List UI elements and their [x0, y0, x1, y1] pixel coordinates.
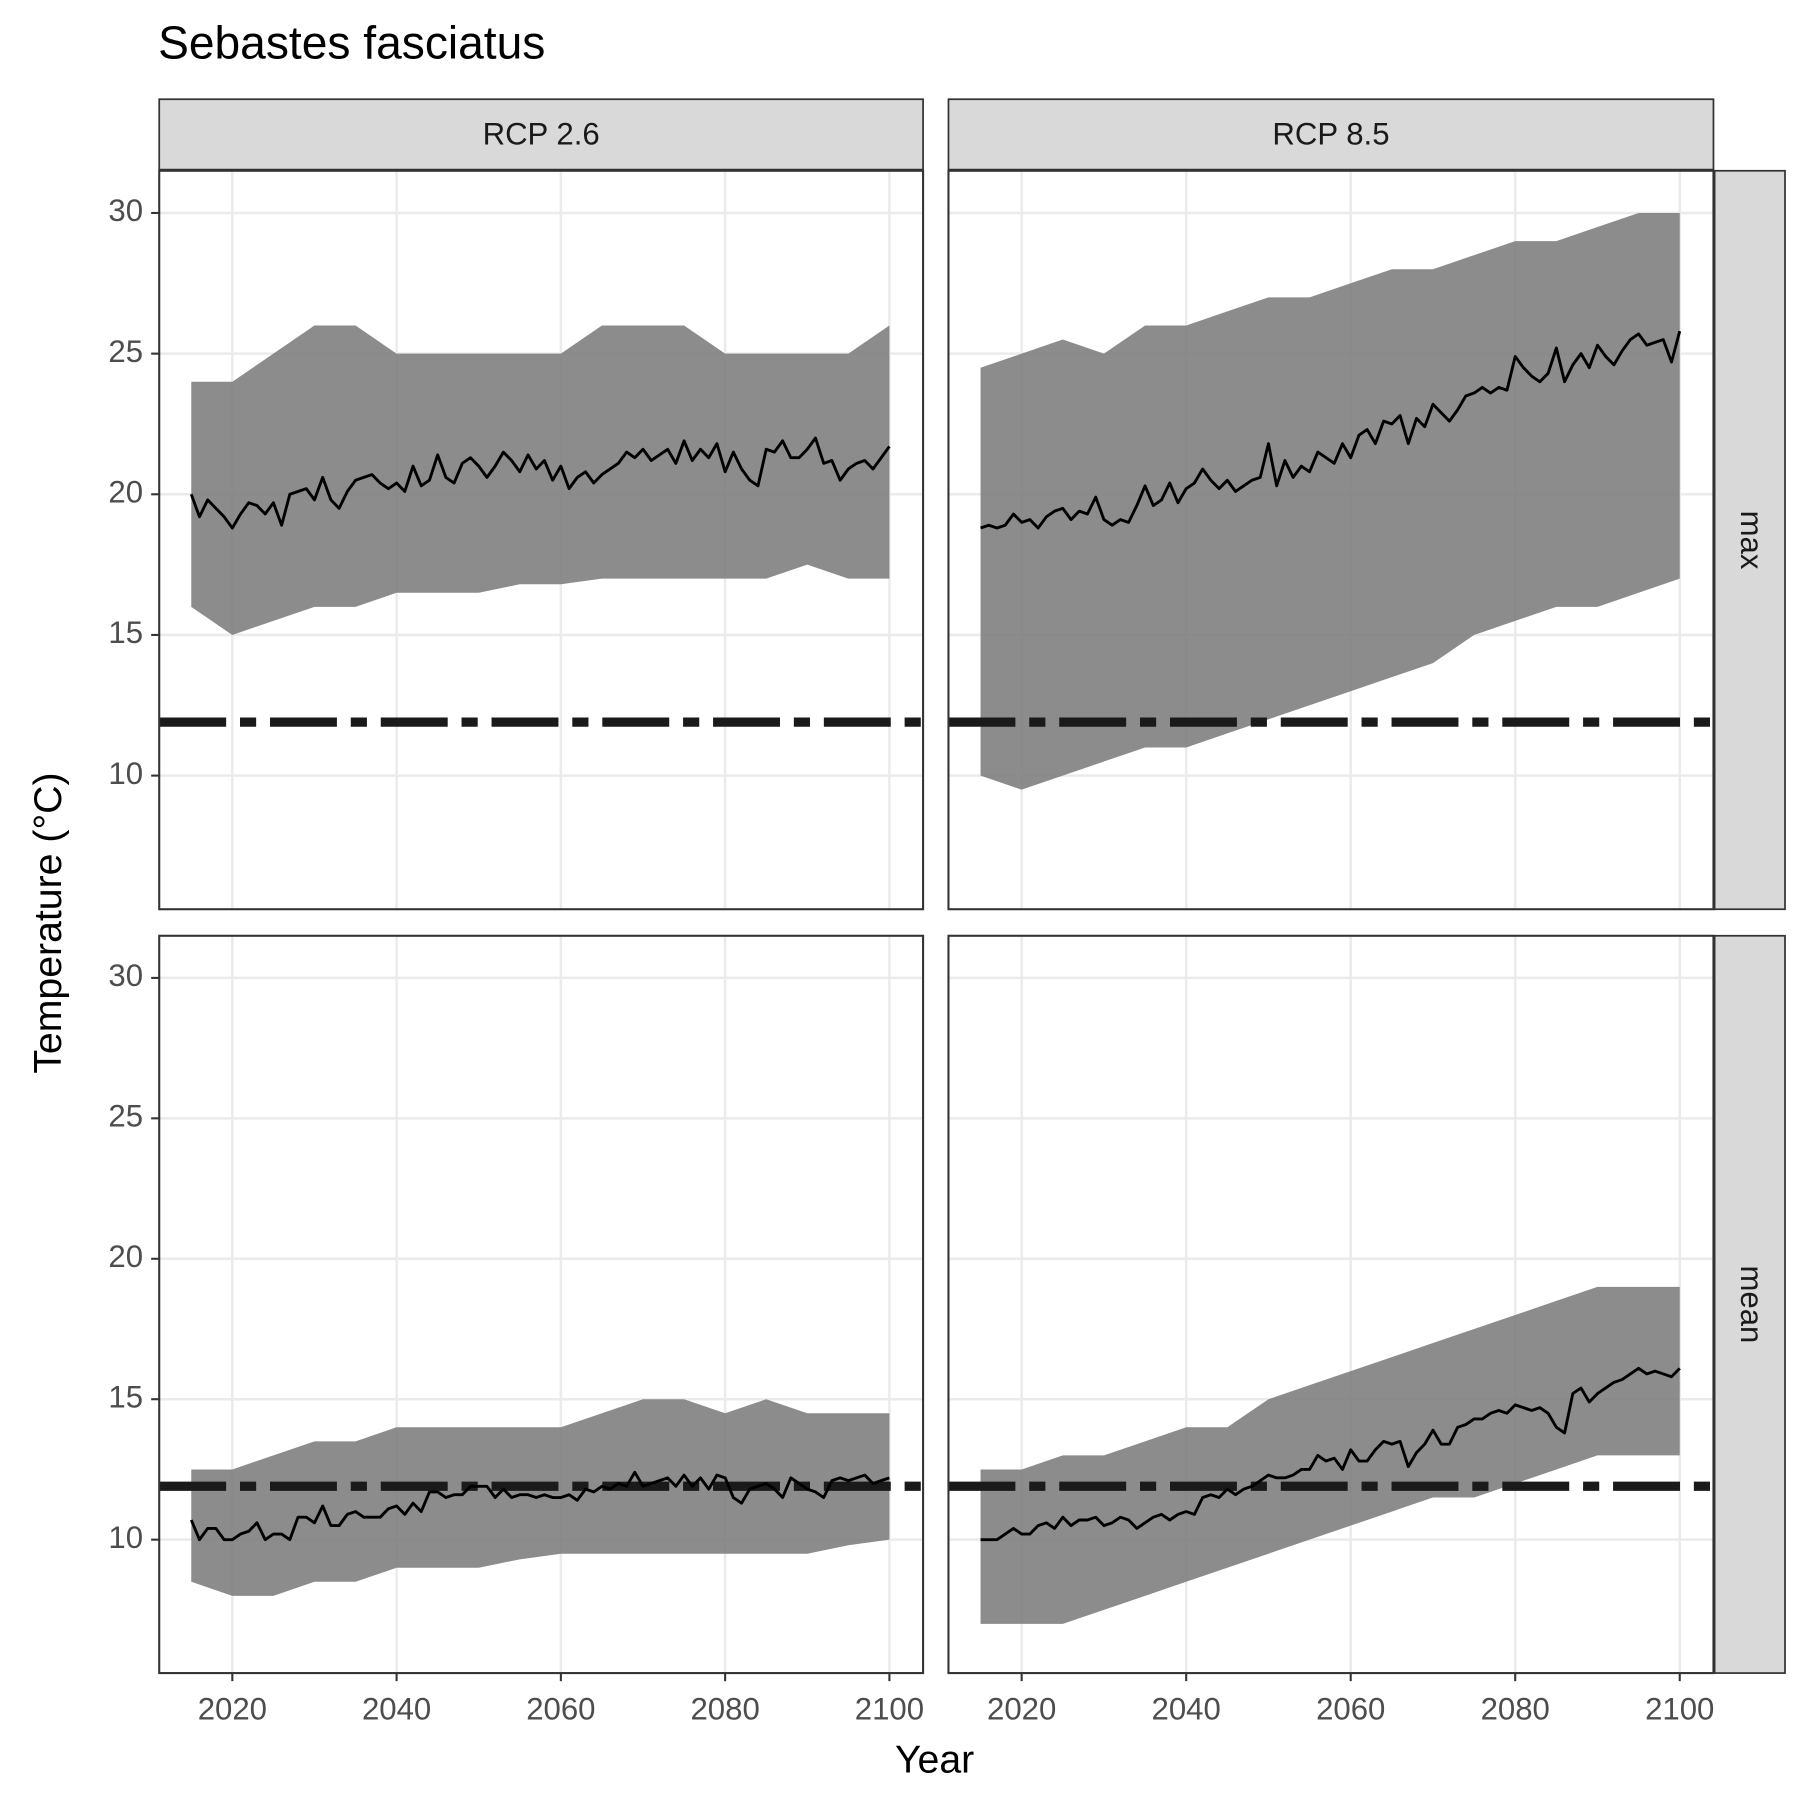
x-tick-label: 2100	[855, 1691, 924, 1726]
y-tick-label: 10	[108, 756, 143, 791]
panel-border	[947, 934, 1715, 1675]
y-axis-title: Temperature (°C)	[26, 772, 70, 1073]
panel	[947, 169, 1715, 911]
panel: 10 15 20 25 30 2020 2040 2060 2080 2100	[108, 934, 925, 1726]
x-axis-title: Year	[895, 1737, 974, 1781]
facet-strip	[947, 98, 1715, 171]
x-tick-label: 2020	[987, 1691, 1056, 1726]
line	[189, 436, 891, 530]
y-tick-label: 30	[108, 958, 143, 993]
facet-strip	[158, 98, 924, 171]
range-band	[191, 325, 890, 635]
facet-strip	[1713, 169, 1786, 911]
facet-label: RCP 8.5	[1272, 116, 1389, 151]
x-tick-label: 2060	[1316, 1691, 1385, 1726]
y-tick-label: 15	[108, 615, 143, 650]
facet-label: max	[1734, 511, 1769, 570]
panel-border	[947, 169, 1715, 911]
panel-plot	[948, 935, 1714, 1674]
y-tick-label: 25	[108, 334, 143, 369]
range-band	[980, 212, 1680, 790]
line	[189, 1470, 890, 1542]
panel-border	[158, 169, 925, 911]
x-tick-label: 2080	[1481, 1691, 1550, 1726]
x-tick-label: 2060	[526, 1691, 595, 1726]
x-tick-label: 2100	[1645, 1691, 1714, 1726]
facet-label: mean	[1734, 1265, 1769, 1343]
line	[980, 1366, 1681, 1542]
panel-plot	[159, 935, 924, 1674]
line	[980, 330, 1682, 530]
panel-border	[158, 934, 925, 1675]
panel-plot	[159, 170, 924, 910]
y-tick-label: 20	[108, 1239, 143, 1274]
x-tick-label: 2080	[690, 1691, 759, 1726]
facet-label: RCP 2.6	[483, 116, 600, 151]
y-tick-label: 30	[108, 193, 143, 228]
x-tick-label: 2040	[1152, 1691, 1221, 1726]
y-tick-label: 20	[108, 475, 143, 510]
range-band	[980, 1286, 1680, 1624]
panel-plot	[948, 170, 1714, 910]
panel: 10 15 20 25 30	[108, 169, 925, 911]
y-tick-label: 10	[108, 1520, 143, 1555]
x-tick-label: 2040	[362, 1691, 431, 1726]
panel: 2020 2040 2060 2080 2100	[947, 934, 1715, 1726]
facet-strip	[1713, 934, 1786, 1674]
y-tick-label: 15	[108, 1379, 143, 1414]
y-tick-label: 25	[108, 1099, 143, 1134]
chart-title: Sebastes fasciatus	[158, 16, 545, 68]
x-tick-label: 2020	[198, 1691, 267, 1726]
